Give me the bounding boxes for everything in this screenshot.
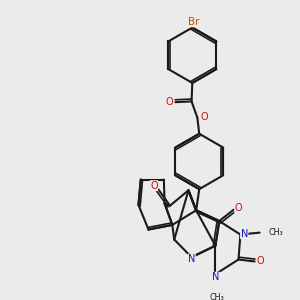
Text: O: O [235,202,242,213]
Text: CH₃: CH₃ [210,293,225,300]
Text: N: N [241,229,248,239]
Text: N: N [188,254,195,264]
Text: O: O [256,256,264,266]
Text: O: O [200,112,208,122]
Text: O: O [166,97,173,107]
Text: N: N [212,272,220,282]
Text: CH₃: CH₃ [268,228,283,237]
Text: Br: Br [188,17,200,27]
Text: O: O [150,181,158,191]
